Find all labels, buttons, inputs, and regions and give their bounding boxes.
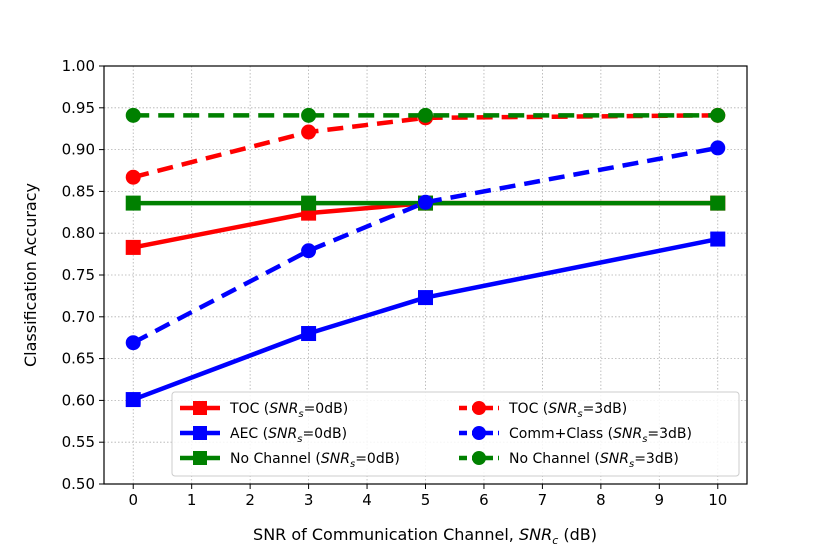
- legend-item-5: Comm+Class (SNRs=3dB): [459, 426, 692, 445]
- legend-swatch-marker: [472, 426, 486, 440]
- y-tick-label: 1.00: [62, 57, 95, 75]
- legend-label-prefix: No Channel (: [230, 451, 321, 467]
- y-tick-label: 0.90: [62, 141, 95, 159]
- legend-label-variable: SNR: [548, 401, 577, 417]
- x-tick-label: 7: [538, 491, 548, 509]
- legend-item-1: TOC (SNRs=0dB): [180, 401, 348, 420]
- legend-label: TOC (SNRs=3dB): [508, 401, 627, 420]
- legend-label: AEC (SNRs=0dB): [230, 426, 347, 445]
- data-point: [301, 326, 317, 342]
- x-tick-label: 8: [596, 491, 606, 509]
- legend-label-suffix: =3dB): [583, 401, 628, 417]
- x-tick-label: 1: [187, 491, 197, 509]
- data-point: [125, 392, 141, 408]
- legend-label-prefix: No Channel (: [509, 451, 600, 467]
- x-tick-label: 0: [128, 491, 138, 509]
- x-axis-label-subscript: c: [552, 534, 558, 547]
- y-tick-label: 0.75: [62, 266, 95, 284]
- data-point: [125, 335, 141, 351]
- legend-label: TOC (SNRs=0dB): [229, 401, 348, 420]
- series-2: [125, 231, 726, 408]
- legend-item-2: AEC (SNRs=0dB): [180, 426, 347, 445]
- legend-item-3: No Channel (SNRs=0dB): [180, 451, 400, 470]
- legend-label-prefix: TOC (: [229, 401, 269, 417]
- series-group: [125, 107, 726, 408]
- data-point: [301, 243, 317, 259]
- legend-label-suffix: =3dB): [634, 451, 679, 467]
- legend-label-variable: SNR: [321, 451, 350, 467]
- data-point: [418, 107, 433, 123]
- y-tick-label: 0.50: [62, 475, 95, 493]
- x-axis-label-variable: SNR: [519, 525, 552, 544]
- data-point: [710, 107, 726, 123]
- y-tick-label: 0.95: [62, 99, 95, 117]
- y-tick-label: 0.70: [62, 308, 95, 326]
- data-point: [301, 195, 317, 211]
- x-tick-label: 3: [304, 491, 314, 509]
- legend-swatch-marker: [472, 451, 486, 465]
- series-line: [132, 236, 719, 402]
- axis-ticks: 0 1 2 3 4 5 6 7 8 9 10 0.50 0.55 0.60 0.65 0.70 0.75 0.80…: [62, 57, 728, 509]
- series-5: [125, 140, 726, 351]
- legend-swatch-marker: [193, 451, 207, 465]
- y-tick-label: 0.65: [62, 350, 95, 368]
- legend-label-prefix: TOC (: [508, 401, 548, 417]
- x-axis-label-prefix: SNR of Communication Channel,: [253, 525, 519, 544]
- legend-label-suffix: =3dB): [647, 426, 692, 442]
- legend-label-variable: SNR: [613, 426, 642, 442]
- y-axis-label: Classification Accuracy: [21, 183, 40, 367]
- data-point: [125, 169, 141, 185]
- data-point: [710, 195, 726, 211]
- legend-label-subscript: s: [642, 434, 647, 445]
- legend-label-subscript: s: [629, 459, 634, 470]
- legend-item-6: No Channel (SNRs=3dB): [459, 451, 679, 470]
- y-tick-label: 0.85: [62, 182, 95, 200]
- y-tick-label: 0.55: [62, 433, 95, 451]
- legend-box: [171, 391, 740, 477]
- y-tick-label: 0.60: [62, 391, 95, 409]
- x-tick-label: 9: [655, 491, 665, 509]
- legend-swatch-marker: [193, 401, 207, 415]
- data-point: [125, 195, 141, 211]
- legend-label-subscript: s: [298, 409, 303, 420]
- x-tick-label: 6: [479, 491, 489, 509]
- legend-label-subscript: s: [577, 409, 582, 420]
- series-6: [125, 107, 726, 123]
- legend-label-suffix: =0dB): [355, 451, 400, 467]
- series-line: [132, 113, 718, 180]
- legend-label-subscript: s: [297, 434, 302, 445]
- data-point: [710, 140, 726, 156]
- legend-label-subscript: s: [350, 459, 355, 470]
- x-tick-label: 10: [708, 491, 727, 509]
- data-point: [125, 239, 141, 255]
- legend-swatch-marker: [193, 426, 207, 440]
- data-point: [418, 290, 433, 306]
- legend-label-variable: SNR: [269, 401, 298, 417]
- data-point: [710, 231, 726, 247]
- legend-label-variable: SNR: [268, 426, 297, 442]
- legend-label-prefix: Comm+Class (: [509, 426, 613, 442]
- legend-label-suffix: =0dB): [302, 426, 347, 442]
- legend-item-4: TOC (SNRs=3dB): [459, 401, 627, 420]
- legend-label: No Channel (SNRs=3dB): [509, 451, 679, 470]
- x-axis-label: SNR of Communication Channel, SNRc (dB): [253, 525, 597, 547]
- data-point: [301, 107, 317, 123]
- legend-label: No Channel (SNRs=0dB): [230, 451, 400, 470]
- legend-label-suffix: =0dB): [304, 401, 349, 417]
- x-tick-label: 5: [421, 491, 431, 509]
- x-axis-label-suffix: (dB): [558, 525, 597, 544]
- x-tick-label: 2: [245, 491, 255, 509]
- x-tick-label: 4: [362, 491, 372, 509]
- legend-swatch-marker: [472, 401, 486, 415]
- series-line: [132, 145, 719, 345]
- legend-label: Comm+Class (SNRs=3dB): [509, 426, 692, 445]
- legend: TOC (SNRs=0dB)AEC (SNRs=0dB)No Channel (…: [171, 391, 740, 477]
- data-point: [125, 107, 141, 123]
- y-tick-label: 0.80: [62, 224, 95, 242]
- data-point: [301, 124, 317, 140]
- legend-label-prefix: AEC (: [230, 426, 268, 442]
- legend-label-variable: SNR: [600, 451, 629, 467]
- data-point: [418, 194, 433, 210]
